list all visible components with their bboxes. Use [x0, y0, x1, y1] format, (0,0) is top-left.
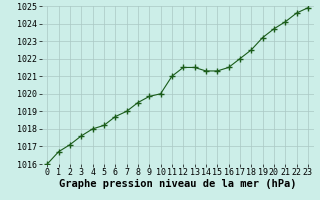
- X-axis label: Graphe pression niveau de la mer (hPa): Graphe pression niveau de la mer (hPa): [59, 179, 296, 189]
